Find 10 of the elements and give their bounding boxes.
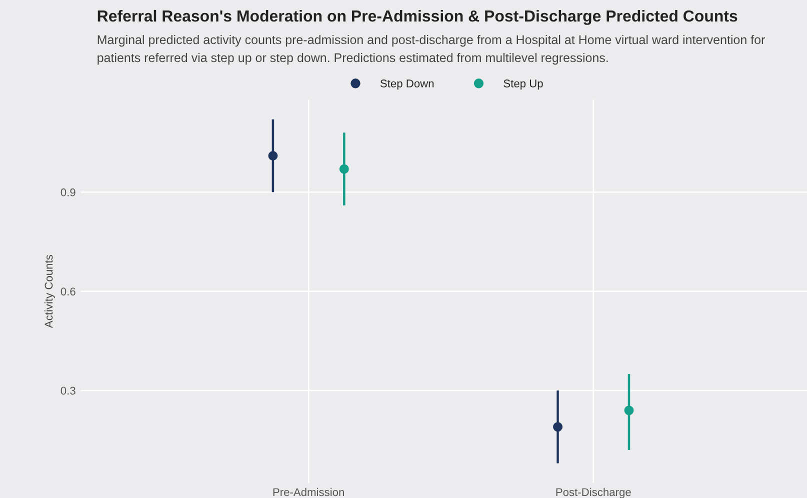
legend-label: Step Up xyxy=(504,80,543,90)
x-tick-label: Post-Discharge xyxy=(556,488,631,498)
y-tick-label: 0.6 xyxy=(60,288,76,296)
legend-label: Step Down xyxy=(380,80,434,90)
x-tick-label: Pre-Admission xyxy=(273,488,344,496)
chart-subtitle: Marginal predicted activity counts pre-admission and post-discharge from a Hospital at Home virtual ward intervention for patients referred via step up or step down. Predictions estimated from multilevel regressions. xyxy=(98,34,765,65)
y-tick-label: 0.3 xyxy=(60,386,76,395)
y-axis-title: Activity Counts xyxy=(44,254,55,328)
chart-title: Referral Reason's Moderation on Pre-Admission & Post-Discharge Predicted Counts xyxy=(98,10,738,25)
y-tick-label: 0.9 xyxy=(60,188,76,196)
